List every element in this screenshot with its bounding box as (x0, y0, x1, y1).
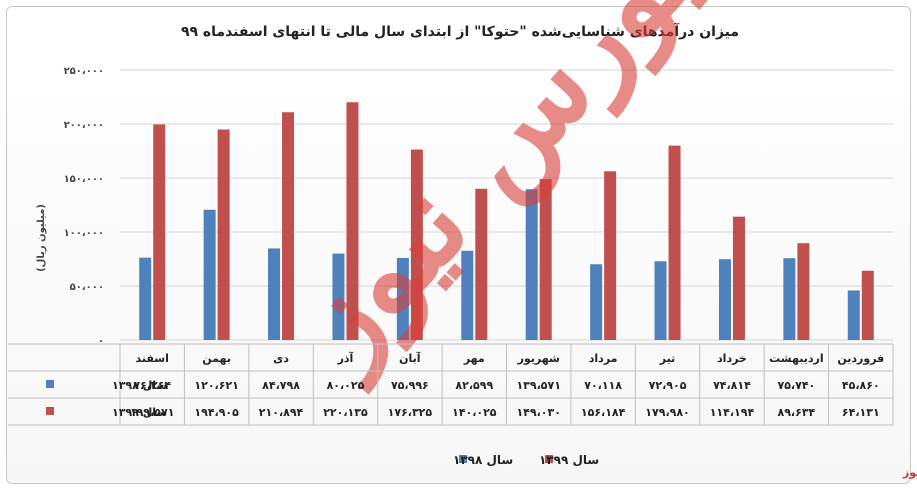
y-tick-label: ۱۰۰،۰۰۰ (64, 228, 104, 239)
table-value: ۱۵۶،۱۸۴ (581, 406, 626, 419)
bar-1399 (797, 243, 810, 340)
bar-1399 (668, 145, 681, 340)
bar-1398 (847, 290, 860, 340)
table-series-key (46, 407, 54, 415)
table-value: ۷۲،۹۰۵ (649, 379, 687, 392)
table-value: ۱۷۹،۹۸۰ (645, 406, 689, 419)
category-label: شهریور (517, 352, 560, 365)
table-value: ۷۴،۸۱۴ (713, 379, 751, 392)
table-value: ۷۵،۹۹۶ (391, 379, 429, 392)
category-label: مهر (463, 352, 485, 365)
bar-1398 (139, 257, 152, 340)
source-label: بورس نیوز (902, 466, 917, 479)
bar-1398 (203, 209, 216, 340)
y-tick-label: ۰ (98, 336, 104, 347)
category-label: دی (273, 352, 289, 365)
y-axis-ticks: ۰ ۵۰،۰۰۰ ۱۰۰،۰۰۰ ۱۵۰،۰۰۰ ۲۰۰،۰۰۰ ۲۵۰،۰۰۰ (64, 66, 104, 347)
table-value: ۸۰،۰۲۵ (327, 379, 365, 392)
category-label: اردیبهشت (769, 352, 823, 365)
y-axis-label: (میلیون ریال) (36, 204, 47, 272)
table-value: ۱۴۰،۰۲۵ (452, 406, 497, 419)
bar-1399 (153, 124, 166, 340)
table-value: ۲۱۰،۸۹۴ (259, 406, 304, 419)
bar-1399 (475, 188, 488, 340)
category-label: اسفند (136, 352, 169, 365)
legend-key (459, 455, 467, 463)
category-label: بهمن (202, 352, 231, 365)
category-label: آذر (337, 351, 354, 365)
legend-label: سال ۱۳۹۹ (539, 453, 599, 467)
gridlines (120, 69, 893, 341)
bar-1399 (410, 149, 423, 340)
category-label: تیر (659, 352, 675, 365)
table-value: ۴۵،۸۶۰ (842, 379, 880, 392)
chart-title: میزان درآمدهای شناسایی‌شده "حتوکا" از اب… (181, 22, 739, 40)
table-value: ۱۲۰،۶۲۱ (194, 379, 238, 392)
table-value: ۱۱۴،۱۹۴ (710, 406, 755, 419)
table-value: ۷۰،۱۱۸ (584, 379, 622, 392)
bar-1399 (539, 179, 552, 340)
bar-1398 (718, 259, 731, 340)
table-value: ۸۴،۷۹۸ (262, 379, 300, 392)
bars (139, 102, 874, 340)
table-value: ۱۳۹،۵۷۱ (516, 379, 560, 392)
bar-1399 (861, 270, 874, 340)
legend-label: سال ۱۳۹۸ (453, 453, 513, 467)
table-series-key (46, 380, 54, 388)
bar-1398 (268, 248, 281, 340)
table-value: ۱۷۶،۳۲۵ (388, 406, 433, 419)
table-series-name: سال ۱۳۹۸ (112, 379, 167, 392)
category-label: آبان (399, 351, 421, 365)
bar-1398 (590, 264, 603, 340)
table-value: ۷۶،۲۶۴ (133, 379, 171, 392)
table-value: ۲۲۰،۱۳۵ (323, 406, 368, 419)
y-tick-label: ۵۰،۰۰۰ (70, 282, 104, 293)
table-value: ۸۲،۵۹۹ (455, 379, 493, 392)
bar-1399 (282, 112, 295, 340)
table-value: ۱۴۹،۰۳۰ (516, 406, 560, 419)
table-value: ۶۴،۱۳۱ (842, 406, 880, 419)
category-label: خرداد (717, 352, 747, 365)
bar-1399 (346, 102, 359, 340)
table-value: ۷۵،۷۴۰ (778, 379, 816, 392)
bar-1398 (783, 258, 796, 340)
y-tick-label: ۲۵۰،۰۰۰ (64, 66, 104, 77)
bar-1399 (604, 171, 617, 340)
table-value: ۱۹۹،۵۷۱ (130, 406, 174, 419)
data-table: اسفند بهمن دی آذر آبان مهر شهریور مرداد تیر خرداد… (8, 343, 894, 426)
legend-key (545, 455, 553, 463)
watermark-logo: بورس نیوز (263, 0, 723, 395)
category-label: مرداد (589, 352, 618, 365)
bar-1399 (217, 129, 230, 340)
legend: سال ۱۳۹۹ سال ۱۳۹۸ (453, 453, 599, 467)
bar-1398 (654, 261, 667, 340)
table-value: ۸۹،۶۳۴ (778, 406, 816, 419)
y-tick-label: ۱۵۰،۰۰۰ (64, 174, 104, 185)
table-value: ۱۹۴،۹۰۵ (194, 406, 239, 419)
bar-1398 (525, 189, 538, 340)
bar-1398 (396, 257, 409, 340)
table-series-name: سال ۱۳۹۹ (112, 406, 167, 419)
watermark-text: بورس نیوز (263, 0, 723, 395)
y-tick-label: ۲۰۰،۰۰۰ (64, 120, 104, 131)
bar-1399 (732, 216, 745, 340)
bar-1398 (332, 253, 345, 340)
bar-1398 (461, 250, 474, 340)
category-label: فروردین (837, 352, 884, 365)
